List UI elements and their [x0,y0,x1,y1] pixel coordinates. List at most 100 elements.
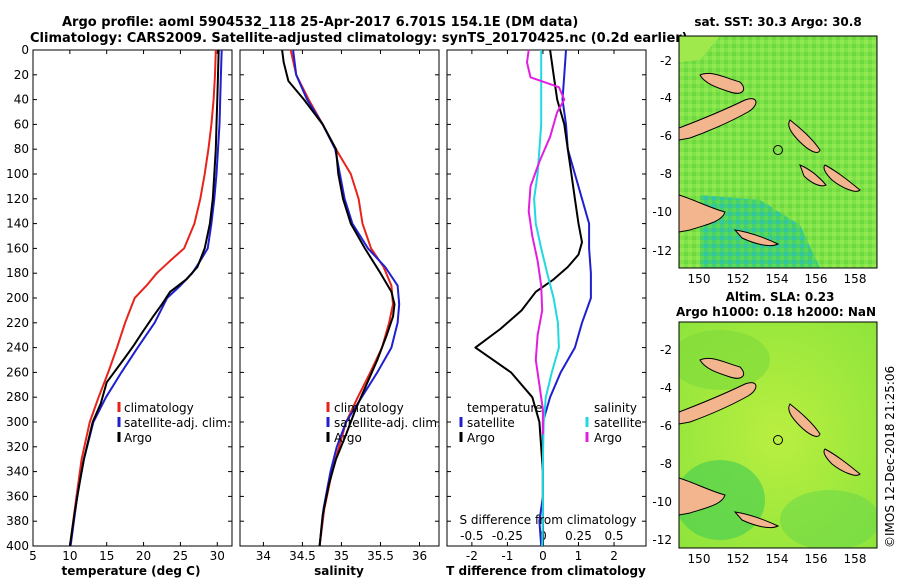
x-tick-label: 35 [334,549,349,563]
x-tick-label: 2 [610,549,618,563]
legend-label-argo: Argo [124,431,152,445]
x-tick-label: 34 [256,549,271,563]
x-tick-label: 5 [29,549,37,563]
land-new-ireland [699,357,745,379]
x-tick-label: 20 [136,549,151,563]
x-tick-label: -2 [466,549,478,563]
y-tick-label: 240 [6,341,29,355]
series-line-climatology [68,49,217,547]
argo-location-marker [773,435,783,445]
y-tick-label: 320 [6,440,29,454]
x-tick-label: 0 [539,549,547,563]
y-tick-label: 260 [6,365,29,379]
sst-patch [679,36,720,62]
y-tick-label: 280 [6,390,29,404]
series-line-climatology [289,49,394,547]
x-tick-label: 30 [210,549,225,563]
x-tick-label: 34.5 [289,549,316,563]
sst-map-xticks: 150 152 154 156 158 [688,272,867,286]
y-tick-label: 80 [14,142,29,156]
difference-chart: -2 -1 0 1 2-0.5 -0.25 0 0.25 0.5 [447,49,646,563]
sst-map-frame [678,35,878,269]
tick-label: 152 [727,272,750,286]
tick-label: 152 [727,552,750,566]
land-islands [733,511,780,529]
series-line-argo [68,49,220,547]
x-tick-label: 36 [412,549,427,563]
temperature-legend: climatology satellite-adj. clim. Argo [117,401,231,445]
s-tick-label: -0.25 [492,529,523,543]
x-tick-label: 15 [99,549,114,563]
x-tick-label: 10 [62,549,77,563]
x-tick-label: -1 [501,549,513,563]
difference-xlabel: T difference from climatology [446,564,646,578]
sst-warm-region [700,195,820,268]
legend-title-temperature: temperature [467,401,542,415]
x-tick-label: 1 [575,549,583,563]
y-tick-label: 220 [6,316,29,330]
sla-map-subtitle: Argo h1000: 0.18 h2000: NaN [676,305,876,319]
y-tick-label: 360 [6,489,29,503]
legend-label-t-argo: Argo [467,431,495,445]
tick-label: -2 [660,343,672,357]
legend-label-t-satellite: satellite [467,416,515,430]
land-solomons-1 [823,448,861,476]
tick-label: 150 [688,272,711,286]
temperature-chart: 0 20 40 60 80 100 120 140 160 180 200 220 240 260 280 3… [6,43,232,563]
y-tick-label: 100 [6,167,29,181]
difference-panel-frame [446,49,647,547]
difference-legend: temperature satellite Argo salinity sate… [459,401,642,445]
sst-map-yticks: -2 -4 -6 -8 -10 -12 [652,54,672,258]
watermark: ©IMOS 12-Dec-2018 21:25:06 [883,366,897,548]
salinity-xlabel: salinity [314,564,364,578]
series-line-argo [281,49,396,547]
salinity-panel-frame [239,49,440,547]
s-tick-label: 0.5 [604,529,623,543]
y-tick-label: 40 [14,93,29,107]
tick-label: -6 [660,129,672,143]
land-png-mainland [679,194,726,233]
sla-low-region-east [780,490,877,548]
tick-label: -10 [652,495,672,509]
sla-map [679,322,877,548]
legend-label-argo: Argo [334,431,362,445]
y-tick-label: 200 [6,291,29,305]
land-solomons-2 [799,164,827,187]
tick-label: 158 [844,272,867,286]
tick-label: 156 [805,272,828,286]
series-line-satellite-adj-clim- [69,49,223,547]
sla-low-region [679,330,770,390]
y-tick-label: 0 [21,43,29,57]
s-difference-label: S difference from climatology [460,513,637,527]
header-title-line1: Argo profile: aoml 5904532_118 25-Apr-20… [62,15,578,30]
tick-label: 156 [805,552,828,566]
sla-map-title: Altim. SLA: 0.23 [726,290,835,304]
legend-label-s-satellite: satellite [594,416,642,430]
tick-label: 154 [766,272,789,286]
land-new-ireland [699,72,745,94]
land-bougainville [788,403,821,437]
tick-label: 154 [766,552,789,566]
series-line-satellite-adj-clim- [292,49,401,547]
y-tick-label: 120 [6,192,29,206]
sst-map-title: sat. SST: 30.3 Argo: 30.8 [694,15,861,29]
tick-label: -8 [660,167,672,181]
tick-label: -4 [660,91,672,105]
tick-label: 150 [688,552,711,566]
land-bougainville [788,119,821,153]
y-tick-label: 380 [6,514,29,528]
y-tick-label: 20 [14,68,29,82]
tick-label: -8 [660,457,672,471]
argo-location-marker [773,145,783,155]
land-islands [733,229,780,247]
tick-label: -12 [652,533,672,547]
tick-label: -4 [660,381,672,395]
sst-map [679,36,877,268]
land-new-britain [679,98,757,141]
y-tick-label: 300 [6,415,29,429]
s-tick-label: 0.25 [565,529,592,543]
tick-label: -10 [652,205,672,219]
legend-label-satellite: satellite-adj. clim. [124,416,231,430]
header-title-line2: Climatology: CARS2009. Satellite-adjuste… [30,31,688,46]
